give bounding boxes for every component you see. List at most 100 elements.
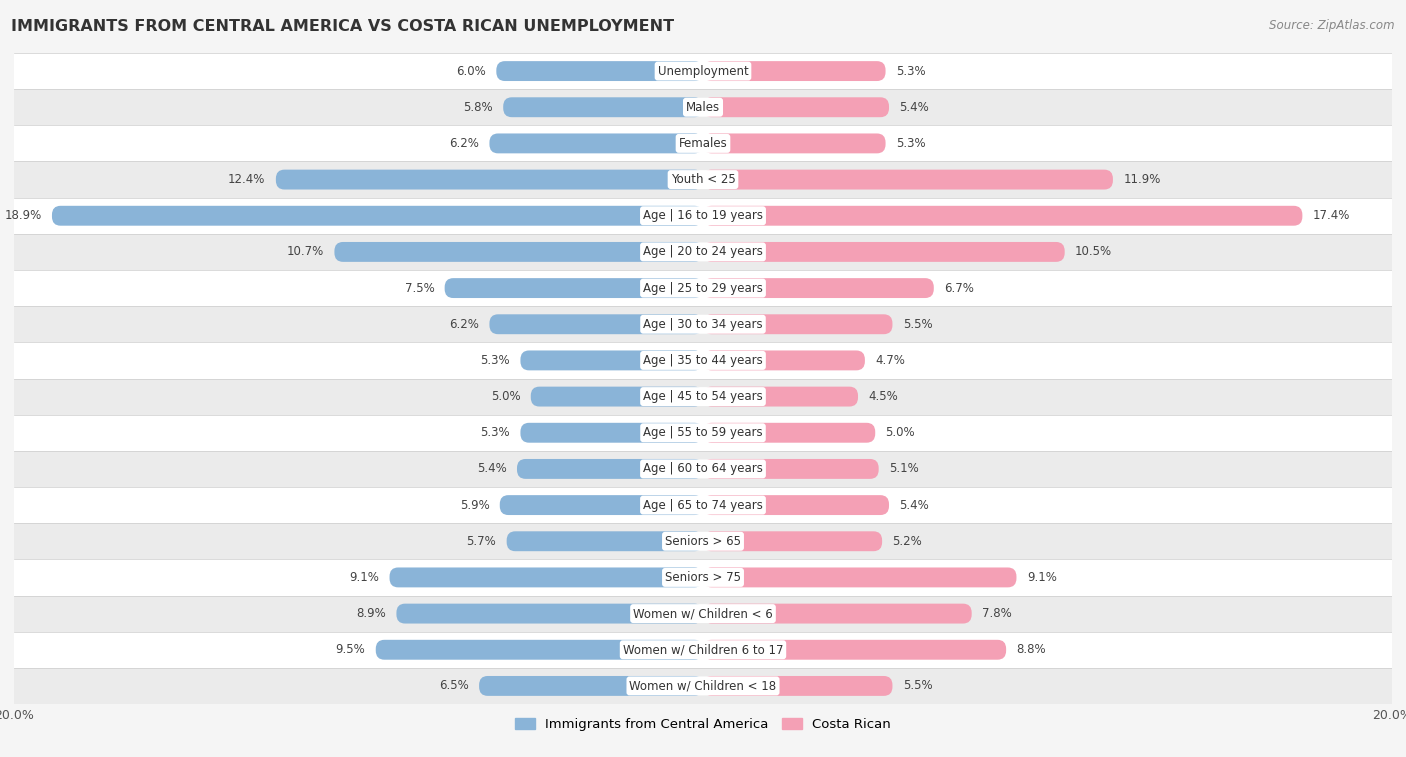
FancyBboxPatch shape	[703, 278, 934, 298]
Bar	[14, 415, 1392, 451]
Bar	[14, 234, 1392, 270]
Bar	[14, 161, 1392, 198]
FancyBboxPatch shape	[703, 603, 972, 624]
Text: 10.5%: 10.5%	[1076, 245, 1112, 258]
Text: 7.5%: 7.5%	[405, 282, 434, 294]
Text: 5.0%: 5.0%	[491, 390, 520, 403]
FancyBboxPatch shape	[703, 206, 1302, 226]
Bar	[14, 342, 1392, 378]
FancyBboxPatch shape	[703, 98, 889, 117]
FancyBboxPatch shape	[444, 278, 703, 298]
FancyBboxPatch shape	[703, 495, 889, 515]
FancyBboxPatch shape	[531, 387, 703, 407]
Text: 5.1%: 5.1%	[889, 463, 918, 475]
FancyBboxPatch shape	[503, 98, 703, 117]
Text: 6.5%: 6.5%	[439, 680, 468, 693]
FancyBboxPatch shape	[489, 314, 703, 334]
FancyBboxPatch shape	[703, 568, 1017, 587]
FancyBboxPatch shape	[703, 423, 875, 443]
Text: 7.8%: 7.8%	[981, 607, 1012, 620]
Text: 5.8%: 5.8%	[463, 101, 494, 114]
FancyBboxPatch shape	[703, 314, 893, 334]
FancyBboxPatch shape	[52, 206, 703, 226]
Text: 17.4%: 17.4%	[1313, 209, 1350, 223]
Legend: Immigrants from Central America, Costa Rican: Immigrants from Central America, Costa R…	[510, 713, 896, 737]
Text: 4.7%: 4.7%	[875, 354, 905, 367]
Bar	[14, 198, 1392, 234]
Text: 5.2%: 5.2%	[893, 534, 922, 548]
Bar	[14, 523, 1392, 559]
Text: Age | 35 to 44 years: Age | 35 to 44 years	[643, 354, 763, 367]
Text: Age | 45 to 54 years: Age | 45 to 54 years	[643, 390, 763, 403]
Text: 5.3%: 5.3%	[481, 426, 510, 439]
Bar	[14, 270, 1392, 306]
Bar	[14, 596, 1392, 631]
FancyBboxPatch shape	[703, 350, 865, 370]
FancyBboxPatch shape	[499, 495, 703, 515]
Text: Women w/ Children 6 to 17: Women w/ Children 6 to 17	[623, 643, 783, 656]
FancyBboxPatch shape	[703, 133, 886, 154]
Bar	[14, 378, 1392, 415]
Bar	[14, 631, 1392, 668]
Text: 5.4%: 5.4%	[477, 463, 506, 475]
FancyBboxPatch shape	[703, 170, 1114, 189]
Text: 12.4%: 12.4%	[228, 173, 266, 186]
Text: Youth < 25: Youth < 25	[671, 173, 735, 186]
Text: 5.3%: 5.3%	[896, 137, 925, 150]
Text: Age | 20 to 24 years: Age | 20 to 24 years	[643, 245, 763, 258]
FancyBboxPatch shape	[276, 170, 703, 189]
Text: Age | 25 to 29 years: Age | 25 to 29 years	[643, 282, 763, 294]
FancyBboxPatch shape	[703, 531, 882, 551]
Text: 8.9%: 8.9%	[356, 607, 387, 620]
Text: Males: Males	[686, 101, 720, 114]
Text: 9.1%: 9.1%	[349, 571, 380, 584]
Bar	[14, 487, 1392, 523]
Text: 9.5%: 9.5%	[336, 643, 366, 656]
Text: 5.7%: 5.7%	[467, 534, 496, 548]
Text: 4.5%: 4.5%	[869, 390, 898, 403]
Text: 5.3%: 5.3%	[481, 354, 510, 367]
Text: 11.9%: 11.9%	[1123, 173, 1160, 186]
FancyBboxPatch shape	[375, 640, 703, 659]
FancyBboxPatch shape	[520, 423, 703, 443]
Text: 5.4%: 5.4%	[900, 499, 929, 512]
FancyBboxPatch shape	[335, 242, 703, 262]
Bar	[14, 559, 1392, 596]
Text: Unemployment: Unemployment	[658, 64, 748, 77]
Text: 5.5%: 5.5%	[903, 680, 932, 693]
FancyBboxPatch shape	[703, 387, 858, 407]
FancyBboxPatch shape	[389, 568, 703, 587]
FancyBboxPatch shape	[506, 531, 703, 551]
Text: 8.8%: 8.8%	[1017, 643, 1046, 656]
Bar	[14, 668, 1392, 704]
Text: 6.0%: 6.0%	[456, 64, 486, 77]
Text: Females: Females	[679, 137, 727, 150]
Text: IMMIGRANTS FROM CENTRAL AMERICA VS COSTA RICAN UNEMPLOYMENT: IMMIGRANTS FROM CENTRAL AMERICA VS COSTA…	[11, 19, 675, 34]
Text: 9.1%: 9.1%	[1026, 571, 1057, 584]
Bar	[14, 126, 1392, 161]
Text: Women w/ Children < 6: Women w/ Children < 6	[633, 607, 773, 620]
Bar	[14, 451, 1392, 487]
Text: 6.2%: 6.2%	[450, 318, 479, 331]
Text: 10.7%: 10.7%	[287, 245, 323, 258]
Text: Age | 65 to 74 years: Age | 65 to 74 years	[643, 499, 763, 512]
Text: 6.7%: 6.7%	[945, 282, 974, 294]
Bar	[14, 306, 1392, 342]
FancyBboxPatch shape	[396, 603, 703, 624]
FancyBboxPatch shape	[479, 676, 703, 696]
Text: 5.3%: 5.3%	[896, 64, 925, 77]
Text: 18.9%: 18.9%	[4, 209, 42, 223]
Text: Age | 60 to 64 years: Age | 60 to 64 years	[643, 463, 763, 475]
FancyBboxPatch shape	[703, 676, 893, 696]
FancyBboxPatch shape	[489, 133, 703, 154]
Text: 5.0%: 5.0%	[886, 426, 915, 439]
Text: Age | 16 to 19 years: Age | 16 to 19 years	[643, 209, 763, 223]
Text: Age | 30 to 34 years: Age | 30 to 34 years	[643, 318, 763, 331]
FancyBboxPatch shape	[520, 350, 703, 370]
Text: Source: ZipAtlas.com: Source: ZipAtlas.com	[1270, 19, 1395, 32]
Text: 6.2%: 6.2%	[450, 137, 479, 150]
Bar	[14, 89, 1392, 126]
FancyBboxPatch shape	[517, 459, 703, 479]
Text: Women w/ Children < 18: Women w/ Children < 18	[630, 680, 776, 693]
Text: Seniors > 75: Seniors > 75	[665, 571, 741, 584]
